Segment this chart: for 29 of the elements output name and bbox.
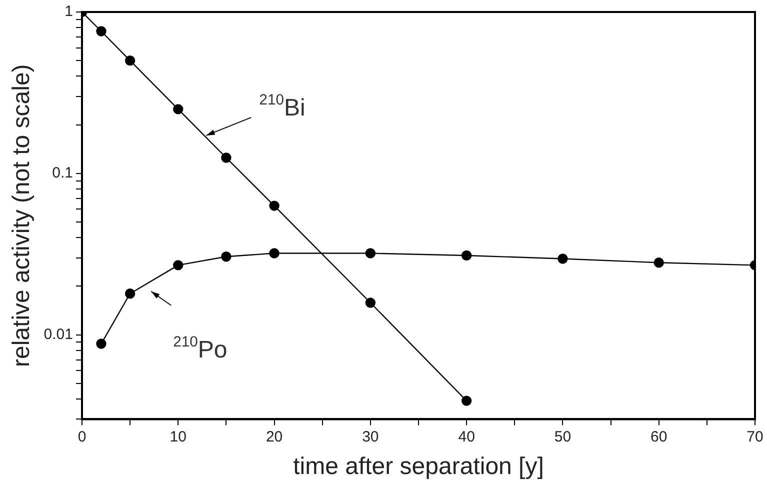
x-tick-label: 30 (362, 428, 379, 446)
point (558, 254, 568, 264)
point (269, 248, 280, 258)
x-tick-label: 50 (554, 428, 572, 446)
point (654, 258, 664, 268)
point (365, 298, 376, 308)
point (96, 338, 106, 349)
x-tick-label: 60 (650, 428, 668, 446)
y-tick-label: 1 (64, 3, 73, 20)
point (365, 248, 376, 258)
x-tick-label: 40 (458, 428, 475, 446)
x-axis-title: time after separation [y] (293, 453, 544, 480)
point (173, 260, 184, 270)
x-tick-label: 10 (170, 428, 186, 446)
x-tick-label: 70 (746, 428, 764, 446)
point (221, 152, 232, 163)
point (173, 104, 184, 114)
point (124, 55, 136, 66)
point (461, 250, 472, 261)
x-tick-label: 0 (78, 428, 86, 446)
point (124, 288, 136, 299)
point (461, 396, 472, 406)
y-tick-label: 0.01 (44, 326, 73, 343)
y-tick-label: 0.1 (52, 164, 73, 182)
x-tick-label: 20 (266, 428, 283, 446)
point (269, 200, 280, 211)
y-axis-title: relative activity (not to scale) (8, 64, 36, 367)
point (221, 252, 232, 262)
point (96, 26, 106, 36)
